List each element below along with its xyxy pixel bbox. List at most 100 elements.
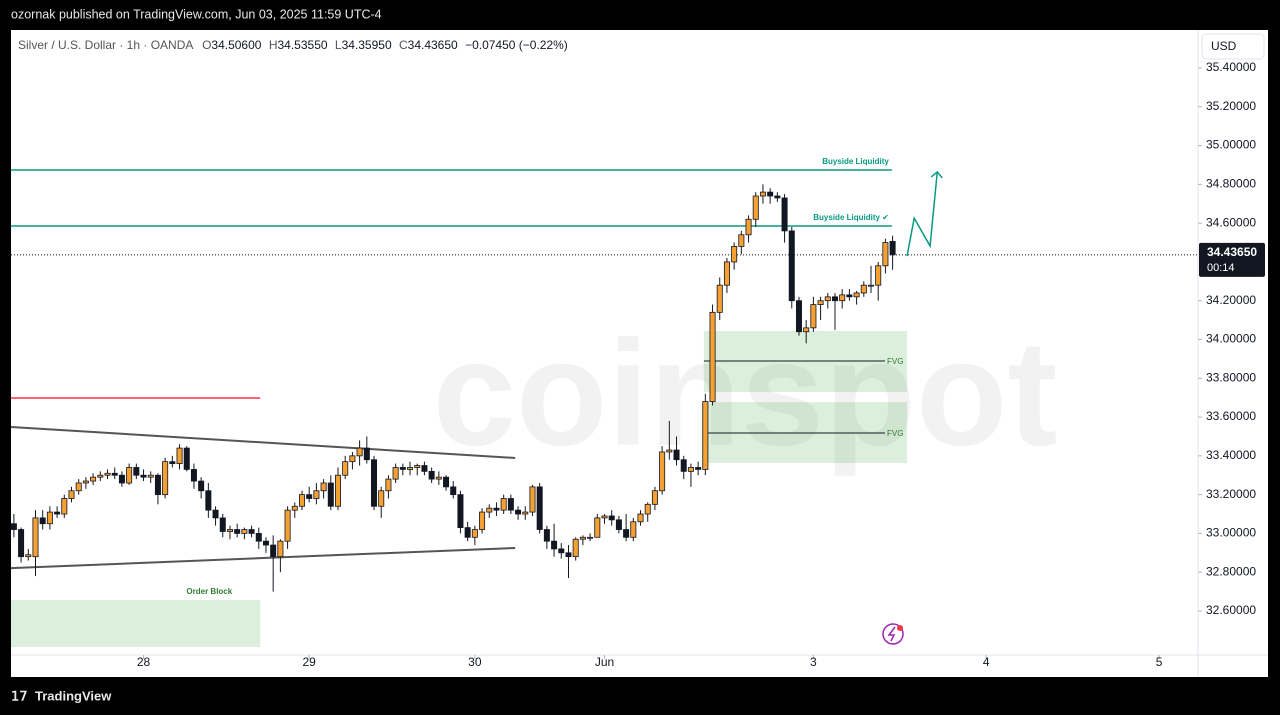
y-tick-label: 33.20000 bbox=[1206, 487, 1256, 501]
alert-dot bbox=[897, 625, 903, 631]
candle-body bbox=[306, 494, 313, 499]
candle-body bbox=[349, 455, 356, 463]
candle-body bbox=[810, 304, 817, 329]
candle-body bbox=[630, 521, 637, 538]
brand-logo: 𝟣𝟩 bbox=[11, 688, 28, 703]
level-label: Buyside Liquidity bbox=[822, 157, 889, 166]
candle-body bbox=[543, 529, 550, 542]
candle-body bbox=[335, 474, 342, 507]
countdown: 00:14 bbox=[1207, 262, 1235, 274]
y-tick-label: 33.80000 bbox=[1206, 370, 1256, 384]
candle-body bbox=[176, 447, 183, 465]
candle-body bbox=[558, 548, 565, 554]
candle-body bbox=[18, 529, 25, 558]
candle-body bbox=[709, 311, 716, 402]
candle-body bbox=[889, 240, 896, 256]
candle-body bbox=[695, 467, 702, 470]
alert-bolt bbox=[887, 626, 896, 642]
candle-body bbox=[702, 401, 709, 470]
candle-body bbox=[298, 494, 305, 507]
trendline bbox=[11, 546, 516, 570]
candle-body bbox=[61, 498, 68, 515]
candle-body bbox=[90, 476, 97, 482]
ohlc-key: H bbox=[269, 38, 278, 52]
candle-body bbox=[846, 294, 853, 298]
candle-body bbox=[601, 515, 608, 519]
candle-body bbox=[500, 498, 507, 511]
candle-body bbox=[551, 540, 558, 550]
y-tick-label: 35.20000 bbox=[1206, 99, 1256, 113]
candle-body bbox=[363, 447, 370, 461]
x-tick-label: Jun bbox=[595, 655, 614, 669]
candle-body bbox=[471, 529, 478, 538]
currency-button[interactable] bbox=[1201, 33, 1265, 60]
y-tick-label: 34.20000 bbox=[1206, 293, 1256, 307]
y-tick-label: 33.00000 bbox=[1206, 526, 1256, 540]
candle-body bbox=[536, 486, 543, 530]
zone-label: FVG bbox=[887, 429, 903, 438]
projection bbox=[906, 171, 939, 257]
candle-body bbox=[54, 511, 61, 515]
candle-body bbox=[241, 529, 248, 534]
legend: Silver / U.S. Dollar · 1h · OANDA O34.50… bbox=[18, 38, 568, 52]
candle-body bbox=[371, 459, 378, 507]
candle-body bbox=[565, 552, 572, 558]
ohlc-key: C bbox=[399, 38, 408, 52]
candle-body bbox=[190, 469, 197, 482]
candle-body bbox=[25, 554, 32, 558]
candle-body bbox=[68, 490, 75, 499]
trendline bbox=[11, 425, 516, 459]
brand: TradingView bbox=[35, 688, 112, 703]
candle-body bbox=[882, 242, 889, 267]
candle-body bbox=[651, 490, 658, 505]
candle-body bbox=[673, 449, 680, 461]
candle-body bbox=[82, 480, 89, 484]
candle-body bbox=[608, 515, 615, 521]
candle-body bbox=[795, 300, 802, 333]
candle-body bbox=[277, 540, 284, 558]
x-tick-label: 5 bbox=[1156, 655, 1163, 669]
candle-body bbox=[680, 459, 687, 472]
candle-body bbox=[183, 447, 190, 470]
candle-body bbox=[378, 490, 385, 507]
level-label: Buyside Liquidity ✔ bbox=[813, 213, 889, 222]
candle-body bbox=[97, 474, 104, 478]
publisher: ozornak published on TradingView.com, Ju… bbox=[11, 7, 382, 21]
ohlc-key: L bbox=[335, 38, 342, 52]
currency[interactable]: USD bbox=[1211, 39, 1237, 53]
y-tick-label: 33.60000 bbox=[1206, 409, 1256, 423]
candle-body bbox=[464, 527, 471, 538]
watermark: coinspot bbox=[433, 309, 1058, 477]
candle-body bbox=[839, 294, 846, 302]
candle-body bbox=[738, 234, 745, 247]
candle-body bbox=[32, 517, 39, 558]
candle-body bbox=[824, 296, 831, 302]
candle-body bbox=[169, 461, 176, 465]
x-tick-label: 28 bbox=[137, 655, 151, 669]
candle-body bbox=[817, 300, 824, 305]
candle-body bbox=[781, 197, 788, 232]
x-tick-label: 29 bbox=[303, 655, 317, 669]
candle-body bbox=[407, 467, 414, 470]
candle-body bbox=[198, 480, 205, 492]
candle-body bbox=[414, 465, 421, 468]
zone-label: Order Block bbox=[186, 587, 232, 596]
y-tick-label: 34.80000 bbox=[1206, 177, 1256, 191]
candle-body bbox=[666, 449, 673, 453]
candle-body bbox=[356, 447, 363, 457]
candle-body bbox=[226, 529, 233, 532]
candle-body bbox=[219, 517, 226, 532]
candle-body bbox=[522, 511, 529, 515]
ohlc-value: 34.35950 bbox=[342, 38, 392, 52]
y-tick-label: 32.80000 bbox=[1206, 564, 1256, 578]
candle-body bbox=[342, 461, 349, 476]
candle-body bbox=[234, 529, 241, 534]
candle-body bbox=[716, 284, 723, 313]
candle-body bbox=[205, 490, 212, 511]
candle-body bbox=[284, 509, 291, 542]
candle-body bbox=[399, 467, 406, 470]
candle-body bbox=[212, 509, 219, 519]
candle-body bbox=[860, 284, 867, 294]
